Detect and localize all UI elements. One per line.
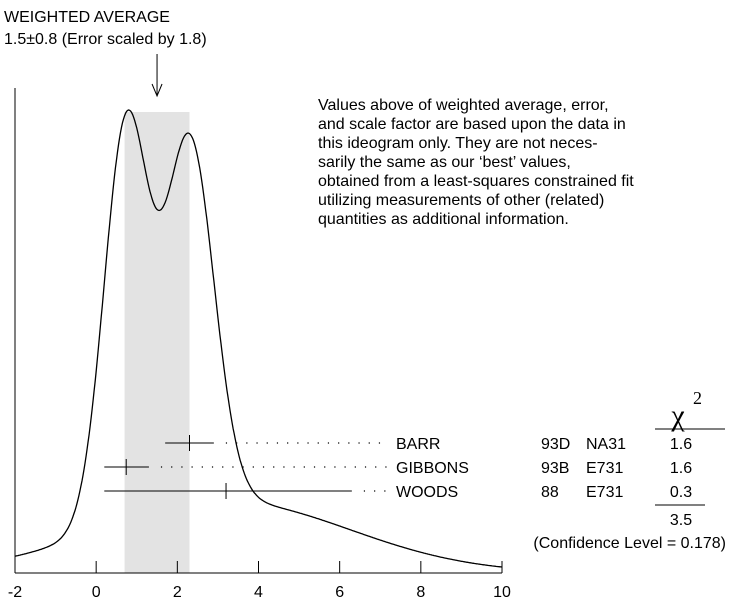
x-tick-label: 4 xyxy=(254,584,263,601)
average-arrow-head xyxy=(151,83,163,98)
x-tick-label: 10 xyxy=(493,584,511,601)
chi2-symbol: χ xyxy=(670,399,685,432)
measurement-author: WOODS xyxy=(396,484,458,501)
x-tick-label: 2 xyxy=(173,584,182,601)
chart-subtitle: 1.5±0.8 (Error scaled by 1.8) xyxy=(4,31,207,48)
note-line: sarily the same as our ‘best’ values, xyxy=(318,154,571,171)
measurement-code: E731 xyxy=(586,484,623,501)
chart-title: WEIGHTED AVERAGE xyxy=(4,9,170,26)
note-line: quantities as additional information. xyxy=(318,211,569,228)
note-line: obtained from a least-squares constraine… xyxy=(318,173,634,190)
average-band-layer xyxy=(124,112,190,573)
note-line: and scale factor are based upon the data… xyxy=(318,116,626,133)
measurement-code: E731 xyxy=(586,460,623,477)
axis-layer: -2 0 2 4 6 8 10 xyxy=(8,88,511,601)
chi2-exponent: 2 xyxy=(693,388,702,408)
measurement-chi2: 0.3 xyxy=(670,484,692,501)
x-tick-label: -2 xyxy=(8,584,22,601)
average-band xyxy=(124,112,190,573)
x-tick-label: 6 xyxy=(335,584,344,601)
measurement-author: GIBBONS xyxy=(396,460,469,477)
confidence-level: (Confidence Level = 0.178) xyxy=(533,535,726,552)
measurement-code: NA31 xyxy=(586,436,626,453)
measurement-chi2: 1.6 xyxy=(670,436,692,453)
measurement-chi2: 1.6 xyxy=(670,460,692,477)
x-tick-label: 0 xyxy=(92,584,101,601)
measurement-year: 93B xyxy=(541,460,569,477)
measurements-layer: BARR 93D NA31 1.6 GIBBONS 93B E731 1.6 WOODS 88 E7… xyxy=(104,435,692,501)
x-tick-label: 8 xyxy=(416,584,425,601)
measurement-year: 93D xyxy=(541,436,570,453)
average-arrow-layer xyxy=(151,54,163,98)
chi2-total: 3.5 xyxy=(670,512,692,529)
explanatory-note: Values above of weighted average, error,… xyxy=(318,97,634,228)
note-line: Values above of weighted average, error, xyxy=(318,97,609,114)
measurement-author: BARR xyxy=(396,436,440,453)
ideogram-curve xyxy=(14,109,503,568)
note-line: this ideogram only. They are not neces- xyxy=(318,135,598,152)
curve-layer xyxy=(14,109,503,568)
measurement-year: 88 xyxy=(541,484,559,501)
note-line: utilizing measurements of other (related… xyxy=(318,192,604,209)
